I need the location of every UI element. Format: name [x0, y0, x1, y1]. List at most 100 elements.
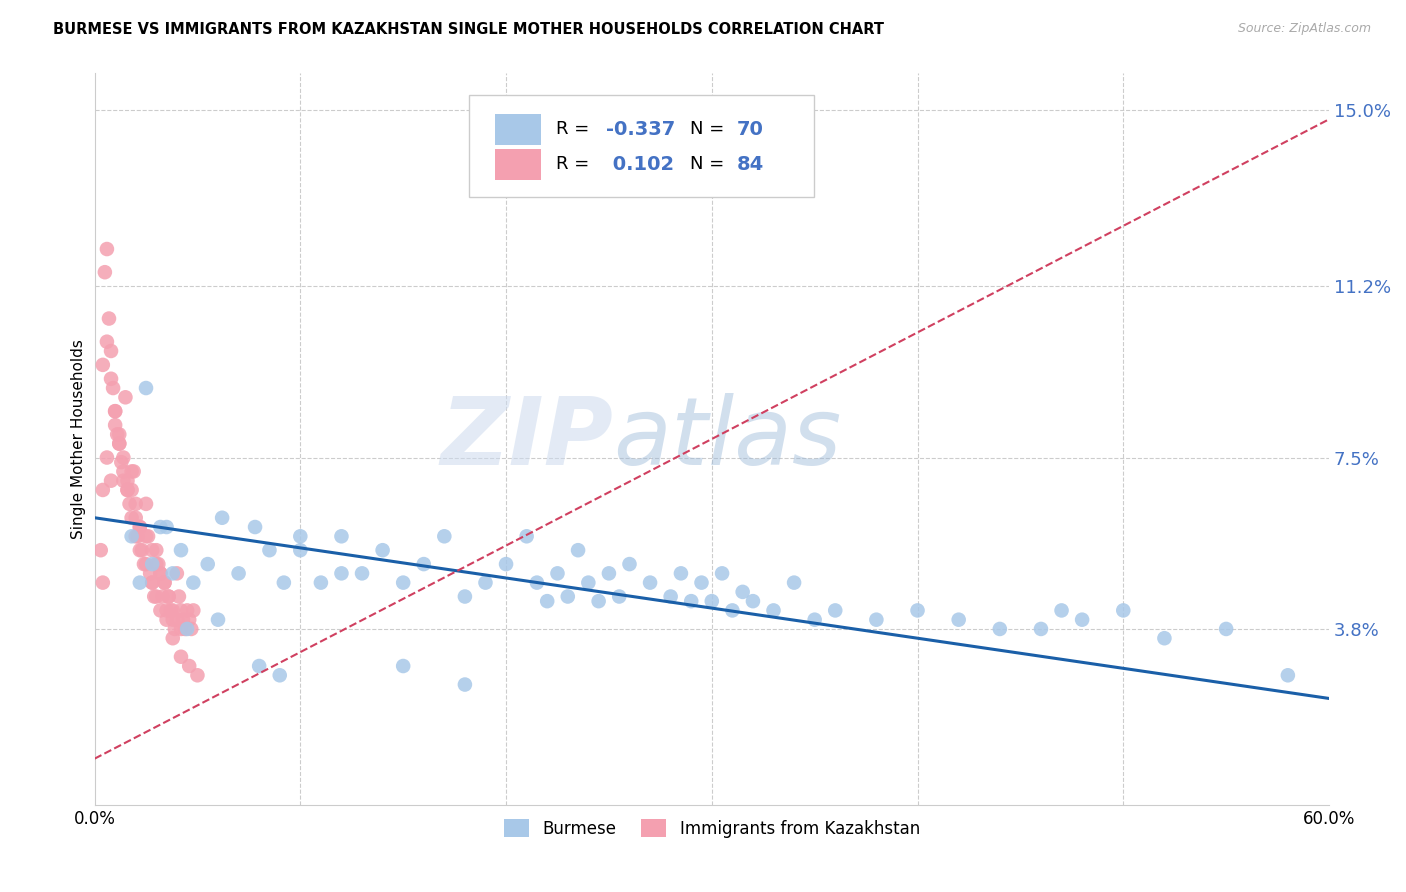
Point: [330, 529, 353, 543]
Point: [207, 613, 229, 627]
Point: [145, 543, 167, 558]
Point: [127, 529, 149, 543]
Point: [474, 575, 496, 590]
Point: [166, 566, 188, 581]
Point: [619, 557, 641, 571]
Point: [135, 497, 157, 511]
Point: [1153, 631, 1175, 645]
Point: [330, 566, 353, 581]
Point: [112, 450, 135, 465]
Point: [526, 575, 548, 590]
Point: [162, 613, 184, 627]
Point: [742, 594, 765, 608]
Legend: Burmese, Immigrants from Kazakhstan: Burmese, Immigrants from Kazakhstan: [498, 813, 927, 844]
Point: [122, 465, 145, 479]
Text: R =: R =: [557, 155, 589, 173]
Point: [228, 566, 250, 581]
Point: [121, 483, 143, 497]
Point: [247, 659, 270, 673]
Point: [576, 575, 599, 590]
Point: [90, 543, 112, 558]
Point: [259, 543, 281, 558]
Point: [91, 575, 114, 590]
Point: [163, 622, 186, 636]
Point: [1112, 603, 1135, 617]
Point: [803, 613, 825, 627]
Point: [536, 594, 558, 608]
Text: Source: ZipAtlas.com: Source: ZipAtlas.com: [1237, 22, 1371, 36]
Point: [141, 575, 163, 590]
Point: [176, 603, 198, 617]
Point: [108, 436, 131, 450]
Point: [412, 557, 434, 571]
Point: [135, 381, 157, 395]
Point: [104, 404, 127, 418]
Point: [1277, 668, 1299, 682]
Point: [659, 590, 682, 604]
Point: [98, 311, 121, 326]
Point: [131, 543, 153, 558]
Point: [243, 520, 266, 534]
Point: [392, 575, 415, 590]
Point: [454, 590, 477, 604]
Text: -0.337: -0.337: [606, 120, 675, 139]
Point: [125, 529, 148, 543]
Point: [148, 557, 170, 571]
Point: [128, 520, 150, 534]
Point: [495, 557, 517, 571]
Point: [607, 590, 630, 604]
Point: [170, 603, 193, 617]
Text: R =: R =: [557, 120, 589, 138]
Point: [157, 590, 180, 604]
Point: [186, 668, 208, 682]
Point: [269, 668, 291, 682]
Point: [152, 590, 174, 604]
Point: [136, 529, 159, 543]
Point: [117, 474, 139, 488]
Point: [159, 603, 181, 617]
Point: [167, 590, 190, 604]
Point: [141, 557, 163, 571]
FancyBboxPatch shape: [495, 149, 541, 180]
Point: [598, 566, 620, 581]
Point: [157, 590, 180, 604]
Point: [110, 455, 132, 469]
Point: [145, 557, 167, 571]
Point: [149, 520, 172, 534]
Point: [988, 622, 1011, 636]
Point: [824, 603, 846, 617]
Point: [128, 575, 150, 590]
Point: [121, 529, 143, 543]
Text: BURMESE VS IMMIGRANTS FROM KAZAKHSTAN SINGLE MOTHER HOUSEHOLDS CORRELATION CHART: BURMESE VS IMMIGRANTS FROM KAZAKHSTAN SI…: [53, 22, 884, 37]
Point: [125, 497, 148, 511]
Point: [309, 575, 332, 590]
Text: atlas: atlas: [613, 393, 841, 484]
Point: [690, 575, 713, 590]
Point: [1029, 622, 1052, 636]
Point: [104, 418, 127, 433]
Point: [117, 483, 139, 497]
Point: [454, 677, 477, 691]
Point: [183, 603, 205, 617]
Point: [350, 566, 373, 581]
Point: [166, 613, 188, 627]
Point: [711, 566, 734, 581]
Point: [96, 450, 118, 465]
Point: [141, 575, 163, 590]
Point: [112, 465, 135, 479]
Point: [183, 575, 205, 590]
Point: [865, 613, 887, 627]
Point: [112, 474, 135, 488]
Point: [96, 334, 118, 349]
Point: [104, 404, 127, 418]
Point: [155, 520, 177, 534]
Point: [371, 543, 394, 558]
Text: N =: N =: [689, 155, 724, 173]
Point: [155, 613, 177, 627]
Point: [516, 529, 538, 543]
Point: [638, 575, 661, 590]
Point: [433, 529, 456, 543]
Y-axis label: Single Mother Households: Single Mother Households: [72, 339, 86, 539]
Point: [721, 603, 744, 617]
FancyBboxPatch shape: [468, 95, 814, 197]
